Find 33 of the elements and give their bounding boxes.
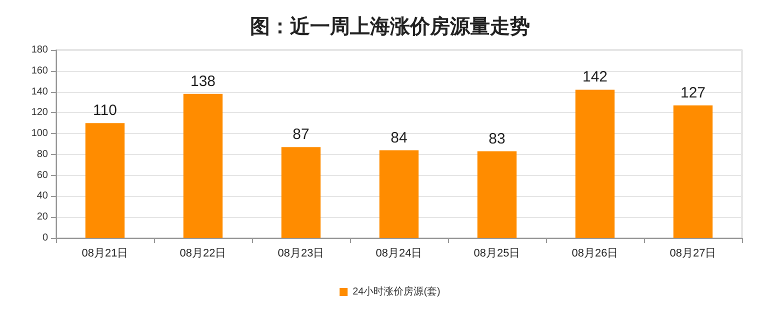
data-label: 138 — [190, 72, 216, 90]
bar — [477, 151, 517, 238]
chart-title: 图：近一周上海涨价房源量走势 — [250, 15, 530, 38]
bar — [379, 150, 419, 238]
bar — [575, 90, 615, 238]
y-tick-label: 60 — [36, 170, 48, 181]
data-label: 127 — [680, 84, 706, 102]
y-tick-label: 100 — [31, 128, 48, 140]
y-tick-label: 180 — [31, 44, 48, 56]
x-tick-label: 08月23日 — [278, 248, 324, 260]
x-tick-label: 08月22日 — [180, 248, 226, 260]
x-tick-label: 08月21日 — [82, 248, 128, 260]
data-label: 87 — [292, 126, 310, 144]
y-tick-label: 120 — [31, 107, 48, 118]
y-tick-label: 40 — [36, 190, 48, 202]
y-tick-label: 20 — [36, 212, 48, 223]
bar — [673, 105, 713, 238]
legend-label: 24小时涨价房源(套) — [352, 286, 440, 298]
x-tick-label: 08月26日 — [572, 248, 618, 260]
data-label: 83 — [488, 130, 506, 148]
x-tick-label: 08月24日 — [376, 248, 422, 260]
bar — [183, 94, 223, 238]
y-tick-label: 80 — [36, 148, 48, 160]
bar — [85, 123, 125, 238]
bar — [281, 147, 321, 238]
data-label: 142 — [582, 68, 608, 86]
y-tick-label: 140 — [31, 86, 48, 98]
data-label: 110 — [93, 102, 117, 120]
x-tick-label: 08月25日 — [474, 248, 520, 260]
y-tick-label: 0 — [42, 232, 48, 244]
y-tick-label: 160 — [31, 65, 48, 76]
x-tick-label: 08月27日 — [670, 248, 716, 260]
data-label: 84 — [390, 129, 408, 146]
